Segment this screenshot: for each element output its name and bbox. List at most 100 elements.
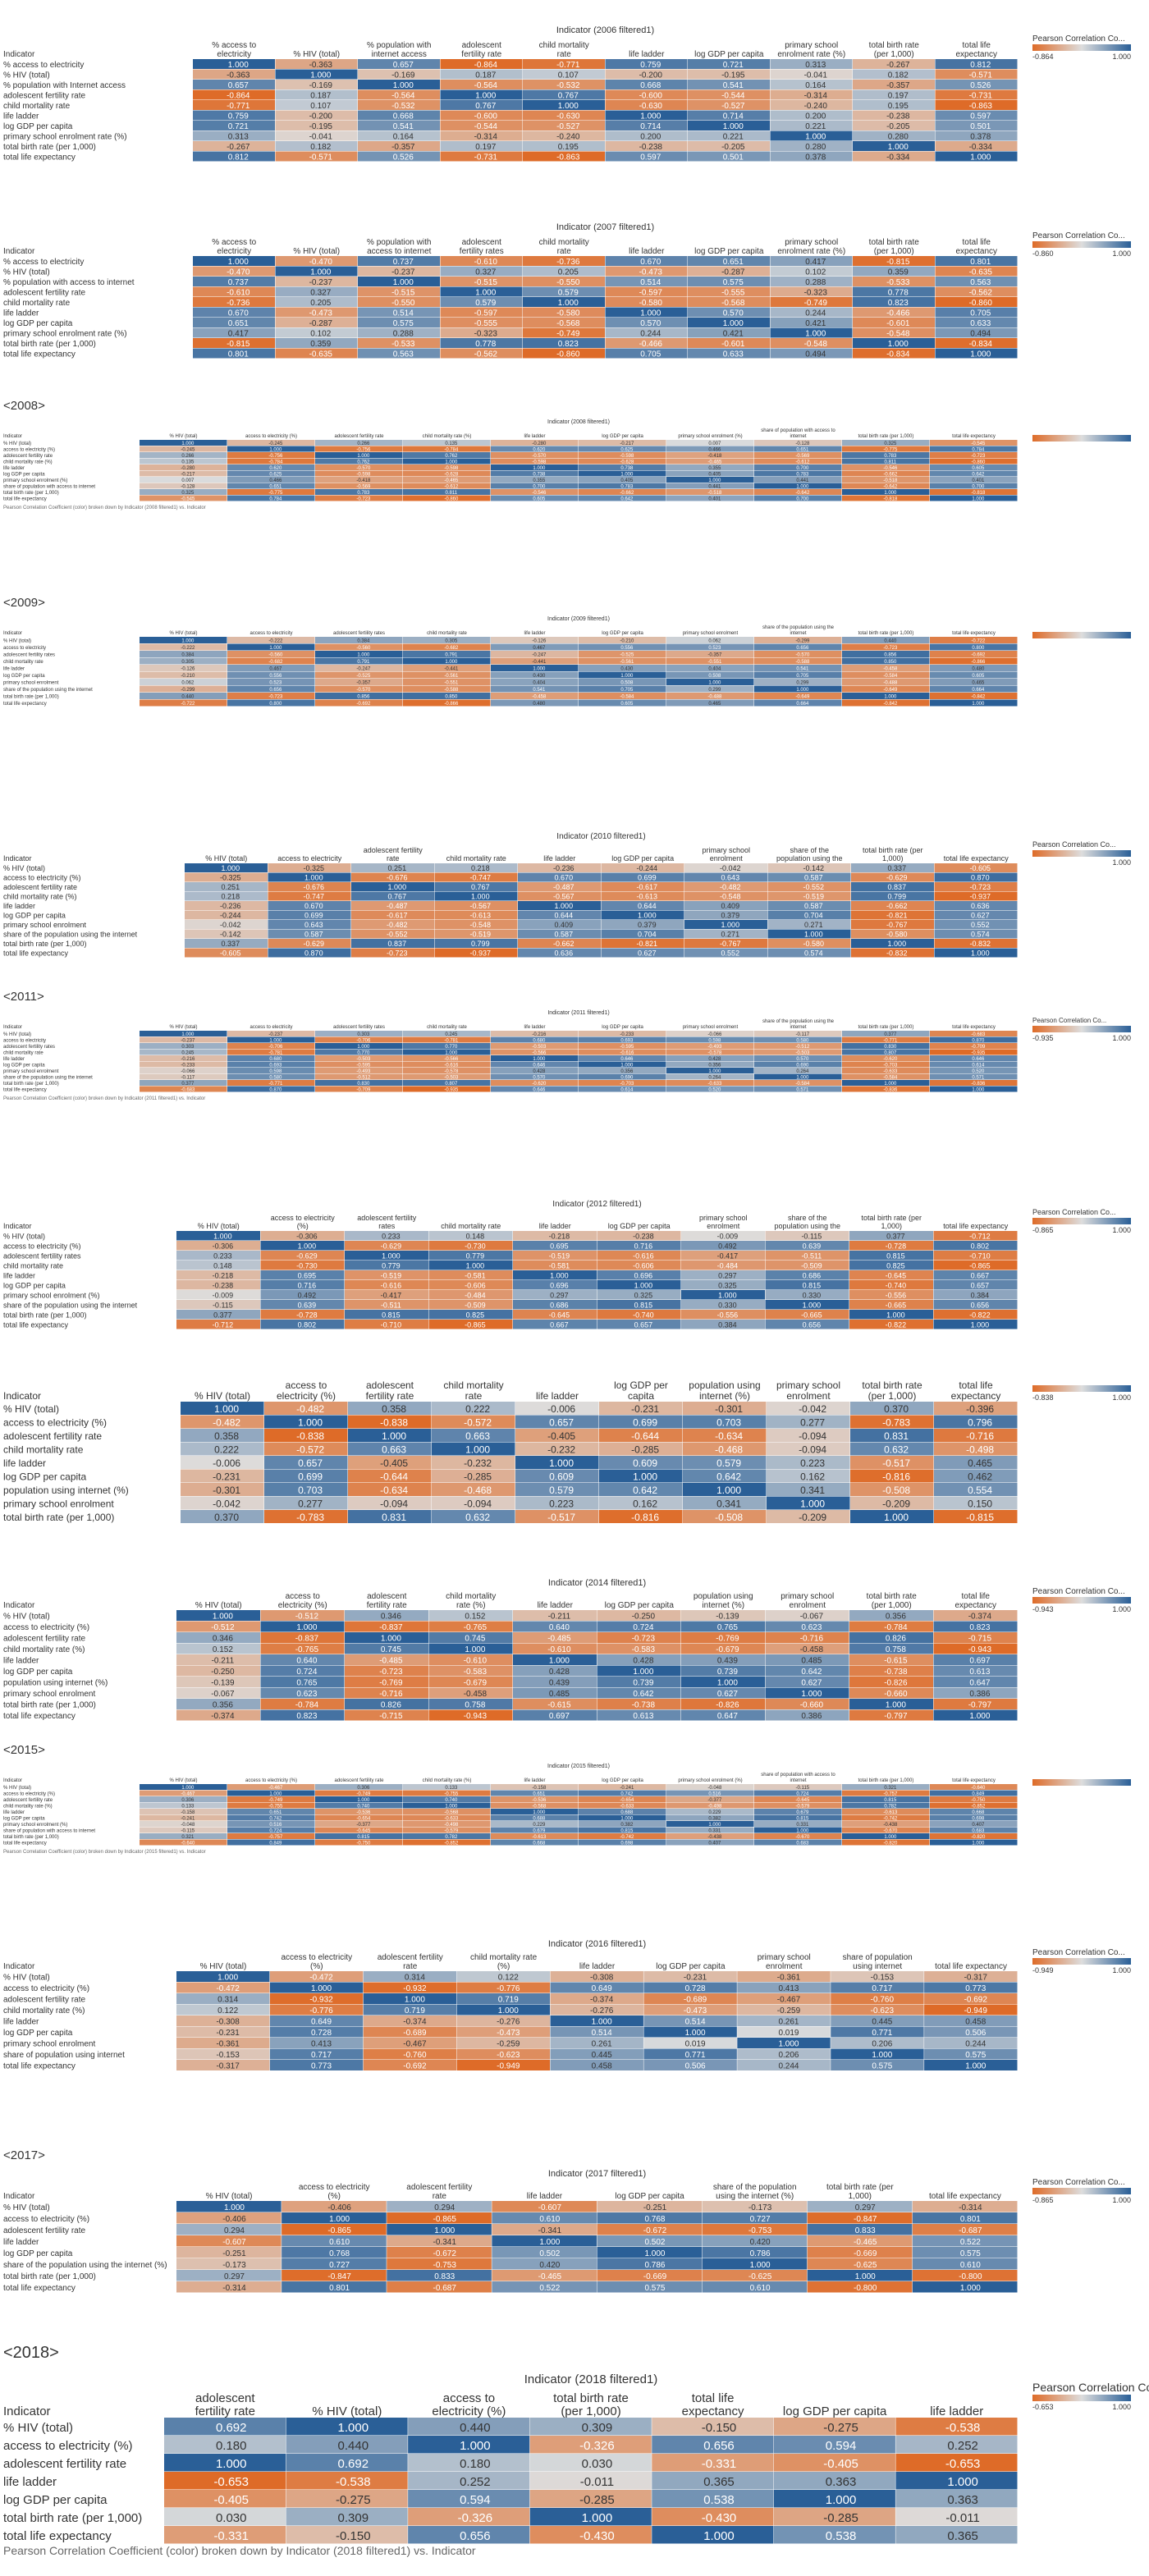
cell-value-label: 0.758 (465, 1701, 485, 1710)
heatmap-cell (666, 1080, 754, 1086)
cell-value-label: -0.767 (886, 921, 908, 929)
cell-value-label: 0.133 (445, 1786, 458, 1791)
heatmap-cell (666, 679, 754, 685)
heatmap-cell (140, 651, 227, 657)
cell-value-label: 0.705 (620, 688, 634, 693)
cell-value-label: 0.784 (269, 496, 282, 501)
cell-value-label: -0.317 (216, 2062, 240, 2071)
heatmap-cell (403, 1068, 491, 1073)
cell-value-label: -0.860 (971, 460, 986, 464)
cell-value-label: -0.493 (707, 1045, 722, 1050)
column-header: % HIV (total) (169, 1778, 197, 1783)
cell-value-label: -0.728 (886, 1242, 907, 1250)
heatmap-cell (268, 891, 351, 901)
heatmap-cell (807, 2235, 913, 2247)
cell-value-label: 0.705 (796, 674, 809, 679)
cell-value-label: -0.635 (969, 268, 993, 277)
cell-value-label: 0.195 (558, 143, 579, 152)
heatmap-panel: Indicator (2014 filtered1)Indicator% HIV… (3, 1578, 1131, 1721)
cell-value-label: 0.502 (644, 2238, 665, 2247)
cell-value-label: -0.536 (532, 1798, 547, 1803)
cell-value-label: 0.541 (796, 667, 809, 672)
row-label: life ladder (3, 1271, 35, 1279)
heatmap-cell (933, 1290, 1018, 1300)
heatmap-cell (428, 1231, 513, 1241)
row-label: life ladder (3, 1810, 25, 1815)
row-label: share of the population using the intern… (3, 688, 93, 693)
heatmap-cell (842, 1784, 930, 1790)
cell-value-label: 0.465 (708, 702, 721, 707)
cell-value-label: 0.850 (884, 660, 897, 665)
cell-value-label: -0.634 (715, 1430, 743, 1442)
heatmap-cell (807, 2201, 913, 2212)
cell-value-label: 0.200 (640, 132, 661, 141)
cell-value-label: 0.337 (888, 864, 907, 872)
column-header: access to electricity (%) (245, 1778, 297, 1783)
heatmap-cell (550, 2060, 643, 2070)
heatmap-cell (282, 2235, 387, 2247)
cell-value-label: 0.594 (826, 2439, 857, 2453)
cell-value-label: -0.723 (379, 1668, 403, 1677)
cell-value-label: 0.644 (638, 902, 657, 910)
heatmap-cell (765, 1300, 849, 1310)
heatmap-cell (193, 348, 275, 359)
heatmap-cell (227, 495, 315, 501)
column-header: log GDP per capita (602, 1025, 643, 1030)
heatmap-cell (403, 643, 491, 651)
cell-value-label: 0.563 (970, 278, 991, 287)
heatmap-cell (140, 1821, 227, 1827)
heatmap-cell (601, 863, 684, 872)
column-header: log GDP per capita (656, 1962, 726, 1971)
cell-value-label: 0.812 (228, 153, 249, 162)
cell-value-label: -0.687 (433, 2284, 457, 2293)
heatmap-cell (345, 1290, 428, 1300)
heatmap-cell (176, 2060, 270, 2070)
heatmap-cell (282, 2247, 387, 2258)
cell-value-label: -0.613 (883, 1810, 898, 1815)
cell-value-label: 0.773 (311, 2062, 332, 2071)
cell-value-label: -0.238 (633, 1232, 654, 1240)
cell-value-label: 0.686 (803, 1271, 822, 1279)
row-axis-label: Indicator (3, 631, 22, 636)
cell-value-label: 0.782 (445, 1835, 458, 1840)
cell-value-label: 0.625 (269, 472, 282, 477)
heatmap-cell (491, 637, 579, 643)
cell-value-label: -0.552 (803, 883, 825, 891)
cell-value-label: 0.401 (708, 496, 721, 501)
cell-value-label: 0.784 (972, 447, 985, 452)
heatmap-cell (432, 1402, 515, 1415)
heatmap-cell (275, 266, 358, 277)
heatmap-cell (387, 2224, 492, 2235)
cell-value-label: 1.000 (884, 1082, 897, 1087)
cell-value-label: 1.000 (533, 1057, 546, 1062)
heatmap-cell (176, 1621, 260, 1632)
heatmap-cell (597, 1251, 681, 1261)
cell-value-label: 0.807 (884, 1050, 897, 1055)
column-header: log GDP per capita (602, 434, 643, 439)
cell-value-label: 1.000 (640, 309, 661, 318)
heatmap-cell (849, 1632, 933, 1643)
cell-value-label: -0.623 (871, 2006, 895, 2016)
cell-value-label: -0.723 (356, 496, 371, 501)
cell-value-label: -0.493 (356, 1069, 371, 1074)
heatmap-cell (597, 2258, 703, 2270)
cell-value-label: -0.545 (181, 496, 195, 501)
row-label: total birth rate (per 1,000) (3, 340, 96, 349)
heatmap-cell (351, 939, 434, 948)
row-axis-label: Indicator (3, 1222, 32, 1230)
heatmap-cell (523, 256, 605, 266)
heatmap-cell (601, 872, 684, 882)
heatmap-cell (269, 2026, 364, 2038)
heatmap-cell (523, 89, 605, 100)
heatmap-cell (930, 1031, 1018, 1036)
heatmap-cell (268, 929, 351, 939)
cell-value-label: 0.377 (213, 1311, 232, 1319)
cell-value-label: 1.000 (972, 702, 985, 707)
heatmap-cell (315, 1839, 403, 1846)
heatmap-cell (831, 2026, 924, 2038)
cell-value-label: 0.778 (888, 288, 909, 297)
heatmap-cell (315, 657, 403, 665)
cell-value-label: -0.860 (969, 299, 993, 308)
cell-value-label: -0.498 (444, 1823, 459, 1828)
heatmap-cell (666, 1839, 754, 1846)
